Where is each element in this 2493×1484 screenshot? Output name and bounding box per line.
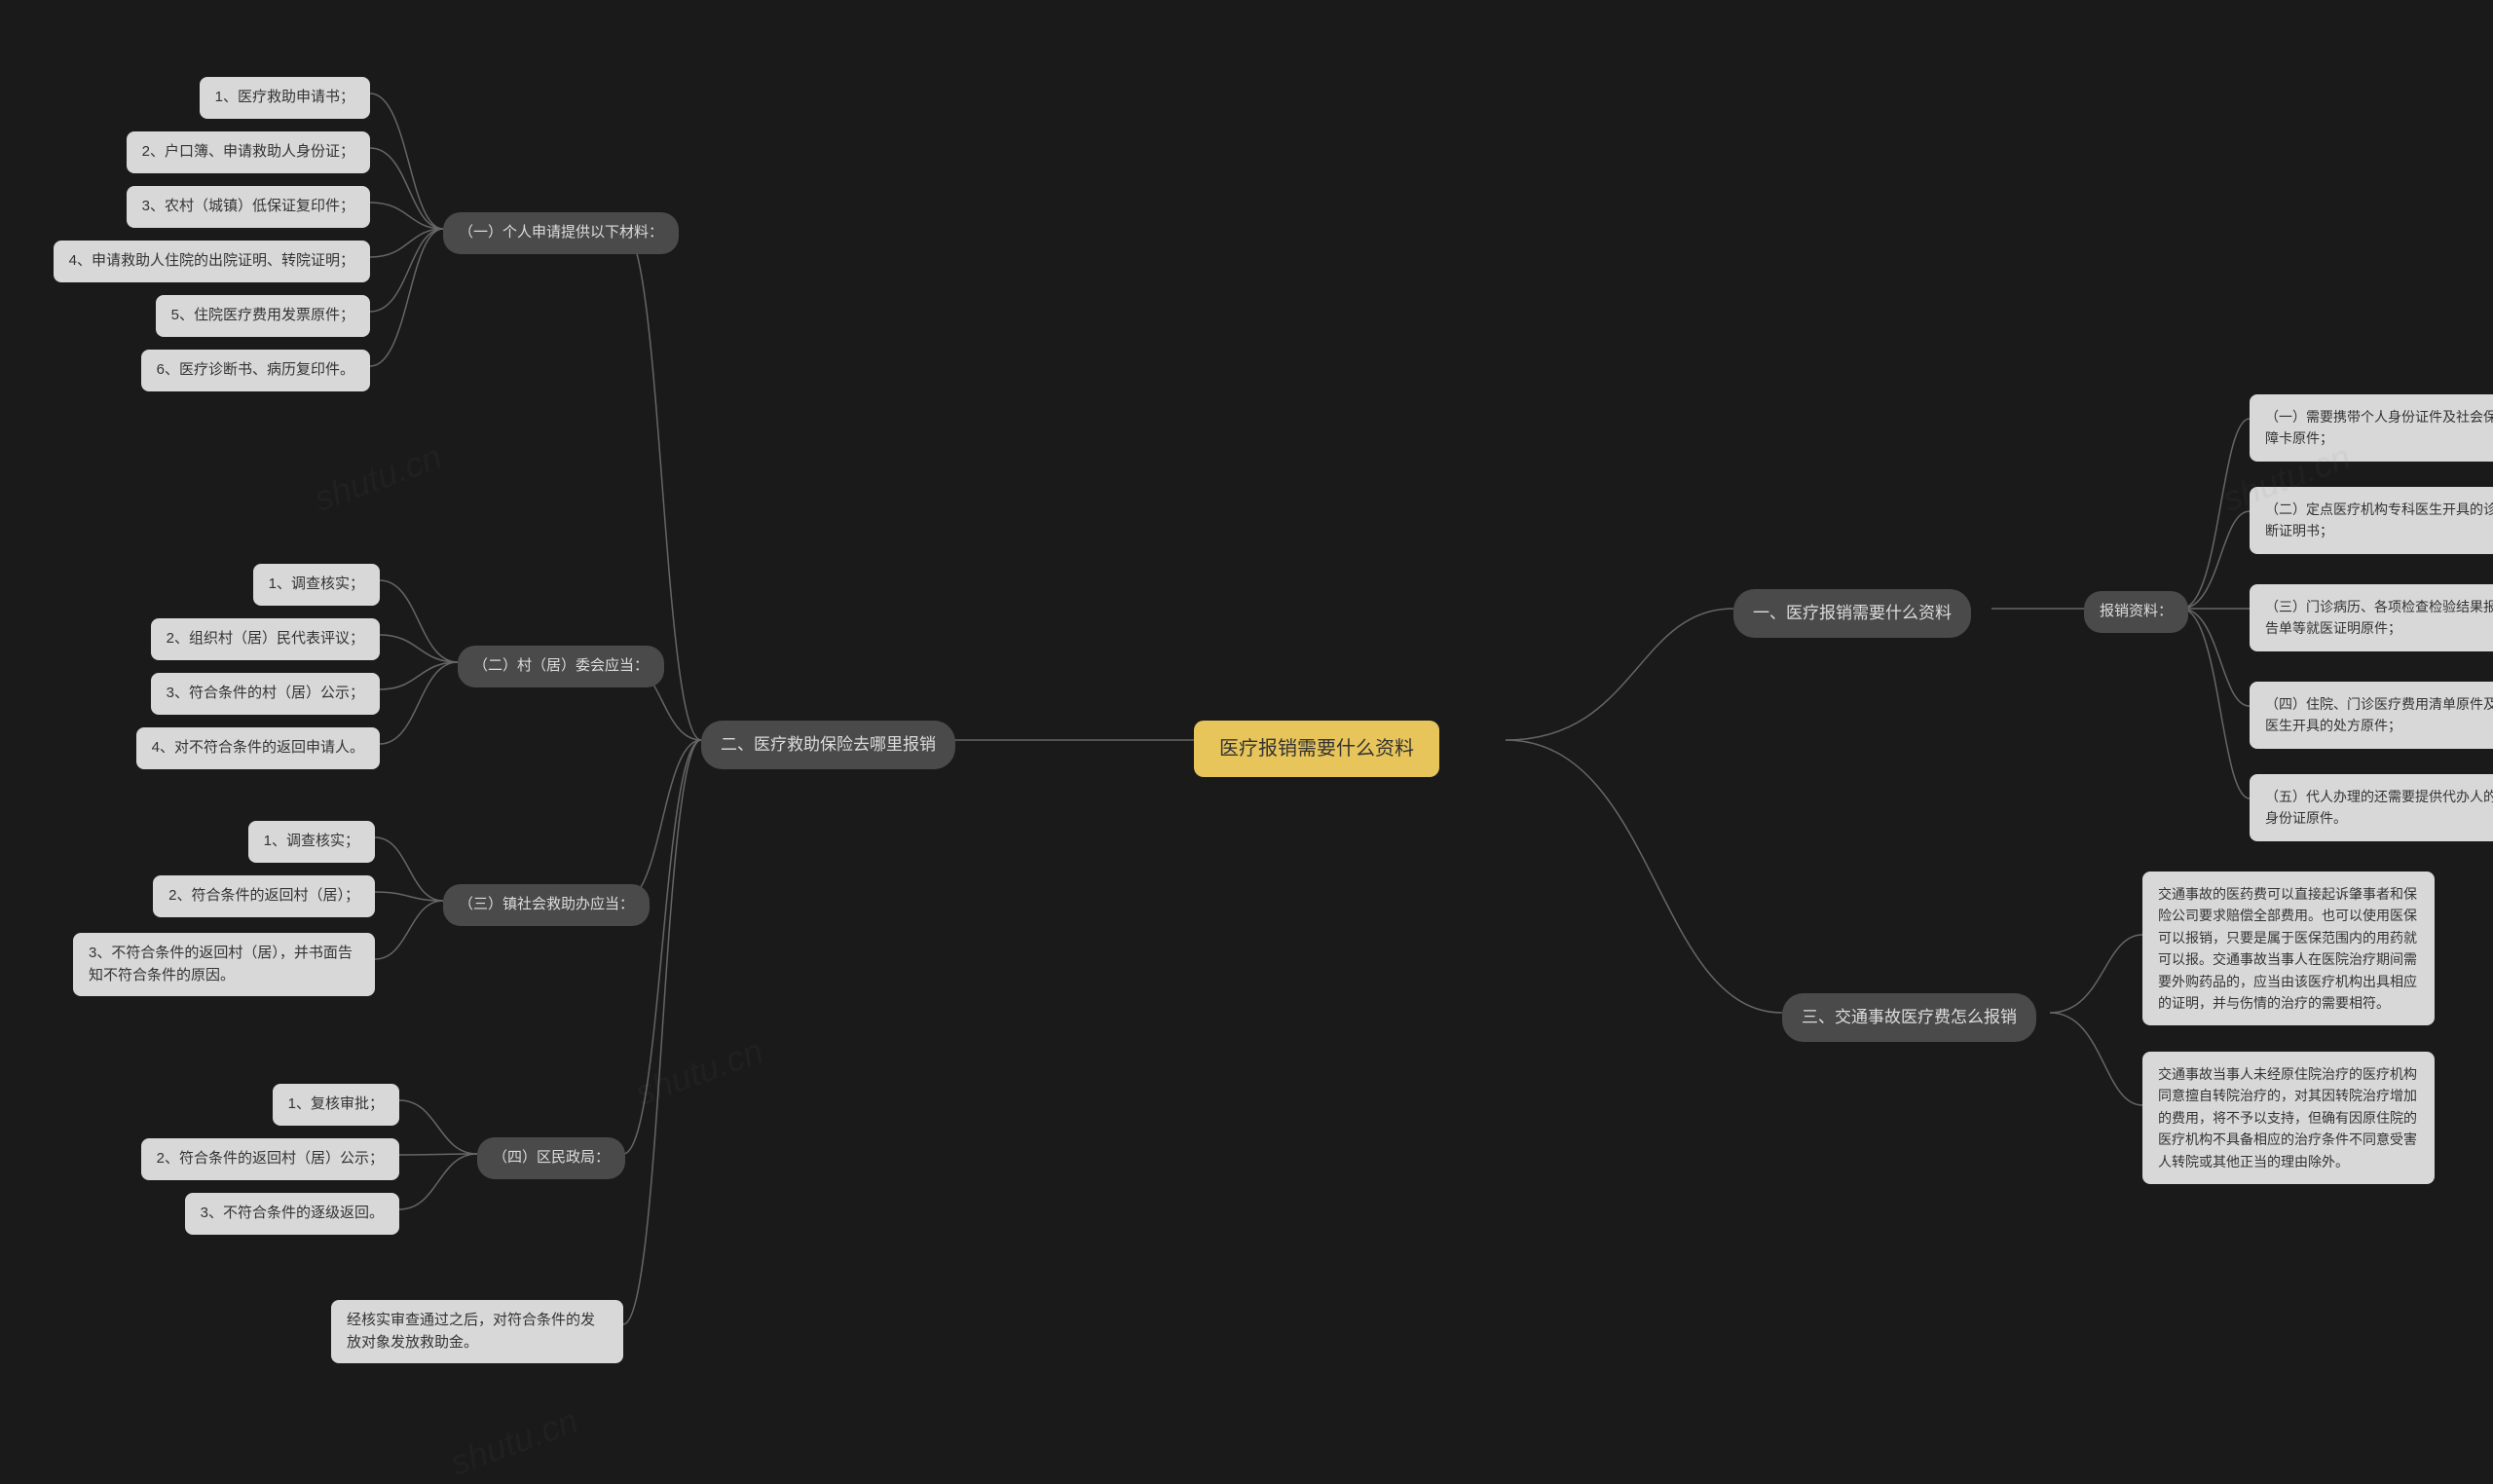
watermark: shutu.cn (309, 436, 447, 520)
b2-s1[interactable]: （一）个人申请提供以下材料： (443, 212, 679, 254)
s1-item-4: 5、住院医疗费用发票原件； (156, 295, 370, 337)
s3-item-0: 1、调查核实； (248, 821, 375, 863)
s1-item-0: 1、医疗救助申请书； (200, 77, 370, 119)
s3-item-1: 2、符合条件的返回村（居）； (153, 875, 375, 917)
branch-3[interactable]: 三、交通事故医疗费怎么报销 (1782, 993, 2036, 1042)
b1-item-4: （五）代人办理的还需要提供代办人的身份证原件。 (2250, 774, 2493, 841)
s1-item-3: 4、申请救助人住院的出院证明、转院证明； (54, 241, 370, 282)
b1-item-0: （一）需要携带个人身份证件及社会保障卡原件； (2250, 394, 2493, 462)
center-node[interactable]: 医疗报销需要什么资料 (1194, 721, 1439, 777)
b3-item-1: 交通事故当事人未经原住院治疗的医疗机构同意擅自转院治疗的，对其因转院治疗增加的费… (2142, 1052, 2435, 1184)
s2-item-1: 2、组织村（居）民代表评议； (151, 618, 380, 660)
s4-item-0: 1、复核审批； (273, 1084, 399, 1126)
s4-item-1: 2、符合条件的返回村（居）公示； (141, 1138, 399, 1180)
branch-2[interactable]: 二、医疗救助保险去哪里报销 (701, 721, 955, 769)
b2-s5: 经核实审查通过之后，对符合条件的发放对象发放救助金。 (331, 1300, 623, 1363)
b1-item-3: （四）住院、门诊医疗费用清单原件及医生开具的处方原件； (2250, 682, 2493, 749)
s2-item-3: 4、对不符合条件的返回申请人。 (136, 727, 380, 769)
s2-item-0: 1、调查核实； (253, 564, 380, 606)
b3-item-0: 交通事故的医药费可以直接起诉肇事者和保险公司要求赔偿全部费用。也可以使用医保可以… (2142, 872, 2435, 1025)
watermark: shutu.cn (630, 1030, 768, 1114)
s4-item-2: 3、不符合条件的逐级返回。 (185, 1193, 399, 1235)
s1-item-1: 2、户口簿、申请救助人身份证； (127, 131, 370, 173)
watermark: shutu.cn (445, 1400, 583, 1484)
b2-s4[interactable]: （四）区民政局： (477, 1137, 625, 1179)
s1-item-5: 6、医疗诊断书、病历复印件。 (141, 350, 370, 391)
b2-s2[interactable]: （二）村（居）委会应当： (458, 646, 664, 687)
s2-item-2: 3、符合条件的村（居）公示； (151, 673, 380, 715)
s1-item-2: 3、农村（城镇）低保证复印件； (127, 186, 370, 228)
b1-item-1: （二）定点医疗机构专科医生开具的诊断证明书； (2250, 487, 2493, 554)
b1-item-2: （三）门诊病历、各项检查检验结果报告单等就医证明原件； (2250, 584, 2493, 651)
s3-item-2: 3、不符合条件的返回村（居），并书面告知不符合条件的原因。 (73, 933, 375, 996)
branch-1[interactable]: 一、医疗报销需要什么资料 (1733, 589, 1971, 638)
branch-1-sub[interactable]: 报销资料： (2084, 591, 2188, 633)
b2-s3[interactable]: （三）镇社会救助办应当： (443, 884, 650, 926)
